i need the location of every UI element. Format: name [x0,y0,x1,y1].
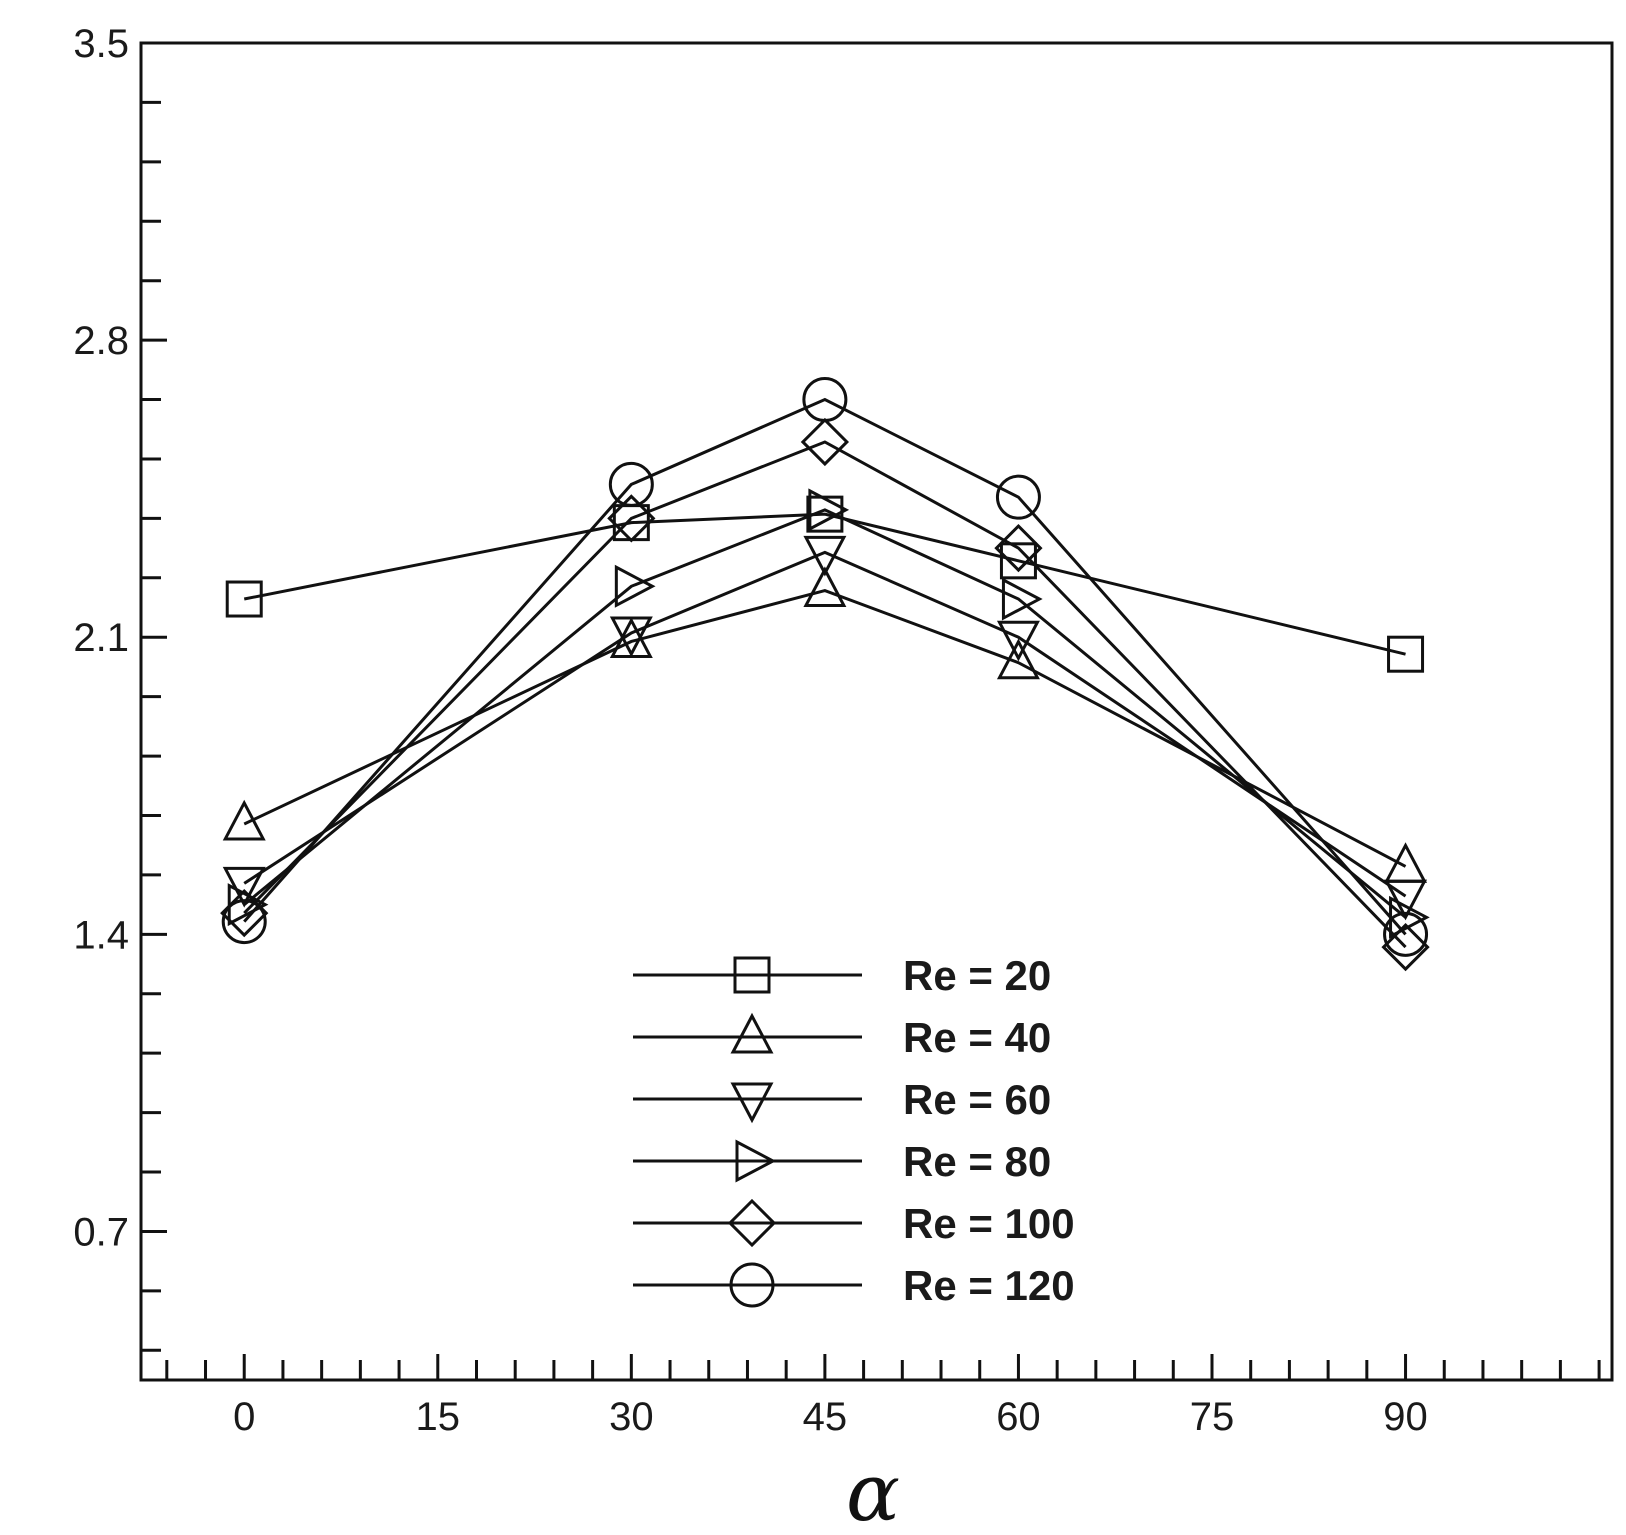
x-tick-label: 75 [1190,1395,1235,1439]
legend-marker [730,1082,774,1124]
data-point [222,799,266,841]
series-circle [221,377,1429,957]
legend-label: Re = 80 [903,1138,1051,1185]
data-point [609,616,653,658]
data-point [225,580,263,618]
legend-marker [729,1262,775,1308]
legend-marker [735,1139,777,1183]
legend-label: Re = 60 [903,1076,1051,1123]
series-triangle-right [227,488,1430,939]
legend-entry: Re = 100 [633,1198,1075,1248]
data-point [995,474,1041,520]
legend-entry: Re = 120 [633,1262,1075,1309]
x-tick-label: 90 [1383,1395,1428,1439]
data-point [221,899,267,945]
axes: 0.7 1.4 2.1 2.8 3.5 0 15 30 45 60 75 90 [73,22,1614,1439]
y-tick-label: 0.7 [73,1210,129,1254]
x-tick-label: 0 [233,1395,255,1439]
data-point [1001,577,1043,621]
series-square [225,495,1425,673]
data-point [1383,911,1429,957]
x-axis-label: α [846,1446,900,1535]
data-point [1384,879,1428,921]
x-tick-label: 30 [609,1395,654,1439]
data-point [803,535,847,577]
data-point [608,461,654,507]
data-point [994,523,1043,573]
series-line [243,550,1407,898]
legend-entry: Re = 60 [633,1076,1051,1124]
legend-entry: Re = 20 [633,952,1051,999]
data-point [614,564,656,608]
x-tick-label: 15 [416,1395,461,1439]
legend-entry: Re = 40 [633,1012,1051,1061]
legend-marker [730,1012,774,1054]
data-point [999,542,1037,580]
legend-label: Re = 40 [903,1014,1051,1061]
legend-label: Re = 20 [903,952,1051,999]
series-line [243,588,1407,868]
legend-marker [727,1198,777,1248]
series-line [243,440,1407,949]
y-tick-label: 1.4 [73,913,129,957]
series-diamond [220,417,1430,972]
data-point [802,377,848,423]
data-point [996,638,1040,680]
legend-marker [733,956,771,994]
legend-label: Re = 120 [903,1262,1075,1309]
x-tick-label: 45 [803,1395,848,1439]
x-tick-label: 60 [996,1395,1041,1439]
legend: Re = 20 Re = 40 Re = 60 Re = 80 Re = 100 Re =… [633,952,1075,1309]
y-tick-label: 2.1 [73,616,129,660]
data-point [222,866,266,908]
series-triangle-down [222,535,1428,921]
data-point [800,417,850,467]
data-point [607,494,656,543]
plot-frame [139,41,1614,1382]
data-point [1387,635,1425,673]
data-point [1384,842,1428,883]
series-line [243,397,1407,936]
legend-label: Re = 100 [903,1200,1075,1247]
data-point [808,488,850,532]
series-group [220,377,1430,972]
legend-entry: Re = 80 [633,1138,1051,1185]
y-tick-label: 2.8 [73,319,129,363]
series-line [243,512,1406,656]
series-line [243,508,1407,919]
y-tick-label: 3.5 [73,22,129,66]
data-point [1381,922,1430,972]
data-point [803,566,847,608]
data-point [996,620,1040,662]
